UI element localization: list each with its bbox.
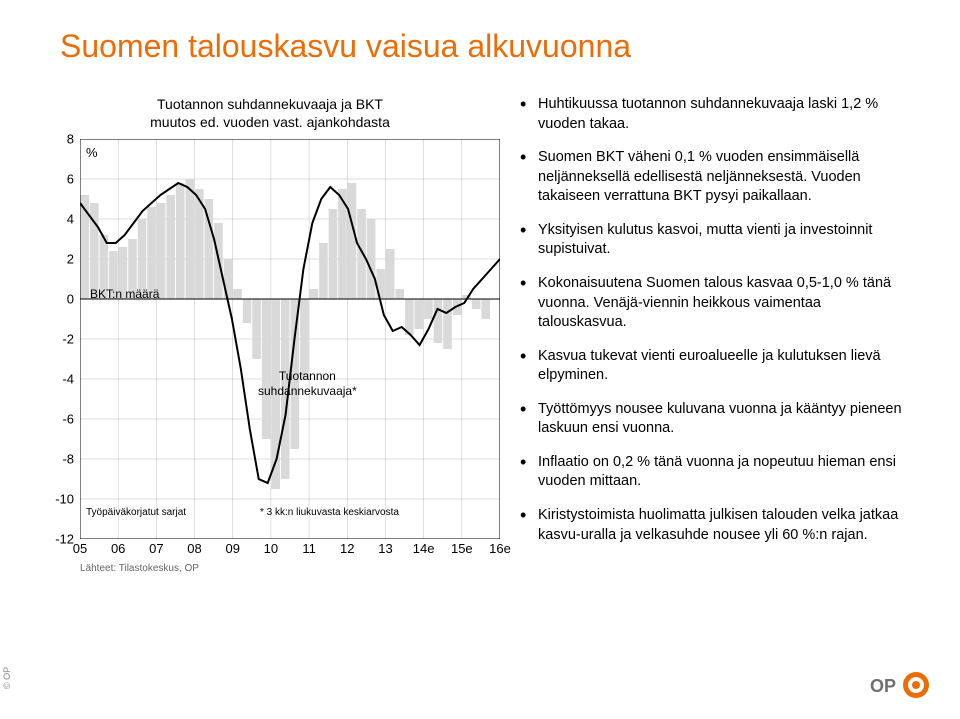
chart-title-line1: Tuotannon suhdannekuvaaja ja BKT (40, 95, 500, 113)
x-tick-label: 12 (340, 541, 354, 556)
op-logo: OP (870, 670, 930, 705)
x-tick-label: 16e (489, 541, 511, 556)
copyright-footer: © OP (2, 667, 12, 689)
x-tick-label: 14e (413, 541, 435, 556)
bullet-list: Huhtikuussa tuotannon suhdannekuvaaja la… (520, 95, 920, 569)
chart-svg (80, 139, 500, 539)
bullet-item: Kasvua tukevat vienti euroalueelle ja ku… (520, 347, 910, 386)
y-tick-label: -12 (55, 532, 74, 547)
bullet-item: Kokonaisuutena Suomen talous kasvaa 0,5-… (520, 274, 910, 333)
bullet-item: Työttömyys nousee kuluvana vuonna ja kää… (520, 400, 910, 439)
x-tick-label: 06 (111, 541, 125, 556)
x-tick-label: 11 (302, 541, 316, 556)
svg-text:OP: OP (870, 676, 896, 696)
content-row: Tuotannon suhdannekuvaaja ja BKT muutos … (40, 95, 920, 569)
y-axis-labels: 86420-2-4-6-8-10-12 (40, 139, 76, 539)
y-tick-label: 6 (67, 172, 74, 187)
slide: Suomen talouskasvu vaisua alkuvuonna Tuo… (0, 0, 960, 719)
y-tick-label: 4 (67, 212, 74, 227)
x-tick-label: 15e (451, 541, 473, 556)
y-tick-label: 0 (67, 292, 74, 307)
x-tick-label: 13 (378, 541, 392, 556)
y-tick-label: -10 (55, 492, 74, 507)
x-tick-label: 05 (73, 541, 87, 556)
x-axis-labels: 05060708091011121314e15e16e (80, 541, 500, 561)
chart-source: Lähteet: Tilastokeskus, OP (80, 563, 199, 574)
y-tick-label: -4 (62, 372, 74, 387)
chart-column: Tuotannon suhdannekuvaaja ja BKT muutos … (40, 95, 500, 569)
chart-area: 86420-2-4-6-8-10-12 05060708091011121314… (40, 139, 500, 569)
y-tick-label: 8 (67, 132, 74, 147)
chart-title: Tuotannon suhdannekuvaaja ja BKT muutos … (40, 95, 500, 131)
bullet-item: Kiristystoimista huolimatta julkisen tal… (520, 506, 910, 545)
chart-title-line2: muutos ed. vuoden vast. ajankohdasta (40, 113, 500, 131)
page-title: Suomen talouskasvu vaisua alkuvuonna (60, 28, 920, 65)
y-tick-label: -6 (62, 412, 74, 427)
bullet-item: Yksityisen kulutus kasvoi, mutta vienti … (520, 221, 910, 260)
y-tick-label: -8 (62, 452, 74, 467)
bullet-item: Inflaatio on 0,2 % tänä vuonna ja nopeut… (520, 453, 910, 492)
bullet-item: Huhtikuussa tuotannon suhdannekuvaaja la… (520, 95, 910, 134)
bullet-item: Suomen BKT väheni 0,1 % vuoden ensimmäis… (520, 148, 910, 207)
x-tick-label: 10 (264, 541, 278, 556)
x-tick-label: 09 (225, 541, 239, 556)
x-tick-label: 08 (187, 541, 201, 556)
op-logo-svg: OP (870, 670, 930, 700)
y-tick-label: -2 (62, 332, 74, 347)
y-tick-label: 2 (67, 252, 74, 267)
x-tick-label: 07 (149, 541, 163, 556)
